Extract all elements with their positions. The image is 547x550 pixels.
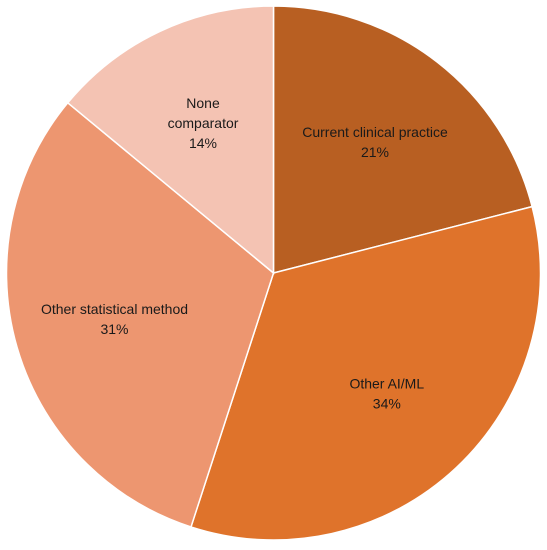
slices-layer [5, 5, 542, 541]
slice-label-3: None comparator 14% [168, 95, 239, 151]
slice-percent-label: 14% [189, 135, 217, 151]
slice-label-0: Current clinical practice 21% [302, 124, 448, 160]
slice-percent-label: 34% [373, 396, 401, 412]
slice-label-2: Other statistical method 31% [41, 301, 188, 337]
pie-slice-0 [272, 5, 534, 274]
slice-category-label: Other statistical method [41, 301, 188, 317]
pie-slice-2 [5, 101, 275, 528]
pie-slice-1 [190, 205, 542, 541]
slice-label-1: Other AI/ML 34% [349, 376, 424, 412]
pie-slice-3 [66, 5, 275, 275]
slice-percent-label: 31% [100, 321, 128, 337]
labels-layer: Current clinical practice 21% Other AI/ML 3… [41, 95, 448, 412]
slice-category-label: None [186, 95, 220, 111]
slice-category-label: Current clinical practice [302, 124, 448, 140]
slice-percent-label: 21% [361, 144, 389, 160]
slice-category-label: comparator [168, 115, 239, 131]
slice-category-label: Other AI/ML [349, 376, 424, 392]
